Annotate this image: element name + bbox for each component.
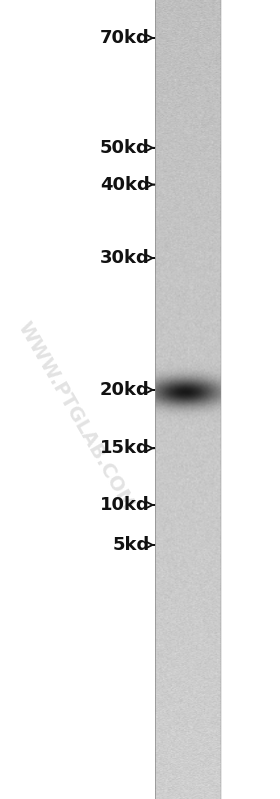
Text: 40kd: 40kd [100,176,150,193]
Text: WWW.PTGLAB.COM: WWW.PTGLAB.COM [14,318,137,513]
Text: 70kd: 70kd [100,29,150,47]
Text: 10kd: 10kd [100,496,150,514]
Text: 20kd: 20kd [100,381,150,399]
Text: 5kd: 5kd [113,536,150,554]
Text: 30kd: 30kd [100,249,150,267]
Text: 15kd: 15kd [100,439,150,457]
Text: 50kd: 50kd [100,139,150,157]
